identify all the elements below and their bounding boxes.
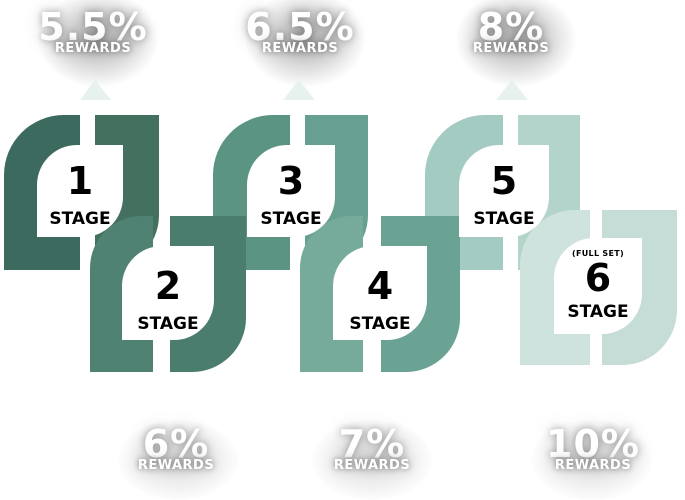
reward-glow	[456, 0, 576, 87]
stage-number: 3	[277, 159, 305, 203]
reward-label: REWARDS	[554, 458, 632, 473]
reward-label: REWARDS	[137, 458, 215, 473]
reward-bottom-1: 6% REWARDS	[96, 425, 256, 473]
reward-percent: 10%	[546, 422, 640, 466]
reward-top-1: 5.5% REWARDS	[13, 8, 173, 56]
stage-number: 1	[66, 159, 94, 203]
reward-glow	[245, 0, 365, 87]
reward-pointer-5	[496, 80, 528, 100]
stage-number: 6	[584, 256, 612, 300]
stage-3-card: 3 STAGE	[247, 145, 335, 237]
reward-percent: 6.5%	[245, 5, 355, 49]
stage-number: 2	[154, 264, 182, 308]
reward-bottom-2: 7% REWARDS	[292, 425, 452, 473]
reward-percent: 5.5%	[38, 5, 148, 49]
reward-label: REWARDS	[261, 41, 339, 56]
reward-percent: 6%	[142, 422, 210, 466]
reward-percent: 7%	[338, 422, 406, 466]
reward-label: REWARDS	[472, 41, 550, 56]
reward-top-2: 6.5% REWARDS	[220, 8, 380, 56]
stage-2-card: 2 STAGE	[122, 246, 214, 340]
reward-pointer-1	[80, 80, 111, 100]
reward-label: REWARDS	[54, 41, 132, 56]
reward-glow	[38, 0, 158, 87]
stage-number: 4	[366, 264, 394, 308]
stage-1-card: 1 STAGE	[37, 145, 123, 237]
stage-label: STAGE	[567, 302, 629, 322]
reward-pointer-3	[283, 80, 315, 100]
stage-6-card: (FULL SET) 6 STAGE	[554, 238, 642, 334]
stage-4-card: 4 STAGE	[333, 246, 427, 340]
stage-label: STAGE	[49, 209, 111, 229]
reward-label: REWARDS	[333, 458, 411, 473]
stage-label: STAGE	[137, 314, 199, 334]
stage-label: STAGE	[473, 209, 535, 229]
stages-infographic: 5.5% REWARDS 6.5% REWARDS 8% REWARDS 6% …	[4, 0, 677, 500]
stage-label: STAGE	[349, 314, 411, 334]
stage-5-card: 5 STAGE	[459, 145, 549, 237]
stage-note: (FULL SET)	[572, 249, 624, 258]
stage-number: 5	[490, 159, 518, 203]
reward-top-3: 8% REWARDS	[431, 8, 591, 56]
reward-percent: 8%	[477, 5, 545, 49]
reward-bottom-3: 10% REWARDS	[513, 425, 673, 473]
stage-label: STAGE	[260, 209, 322, 229]
